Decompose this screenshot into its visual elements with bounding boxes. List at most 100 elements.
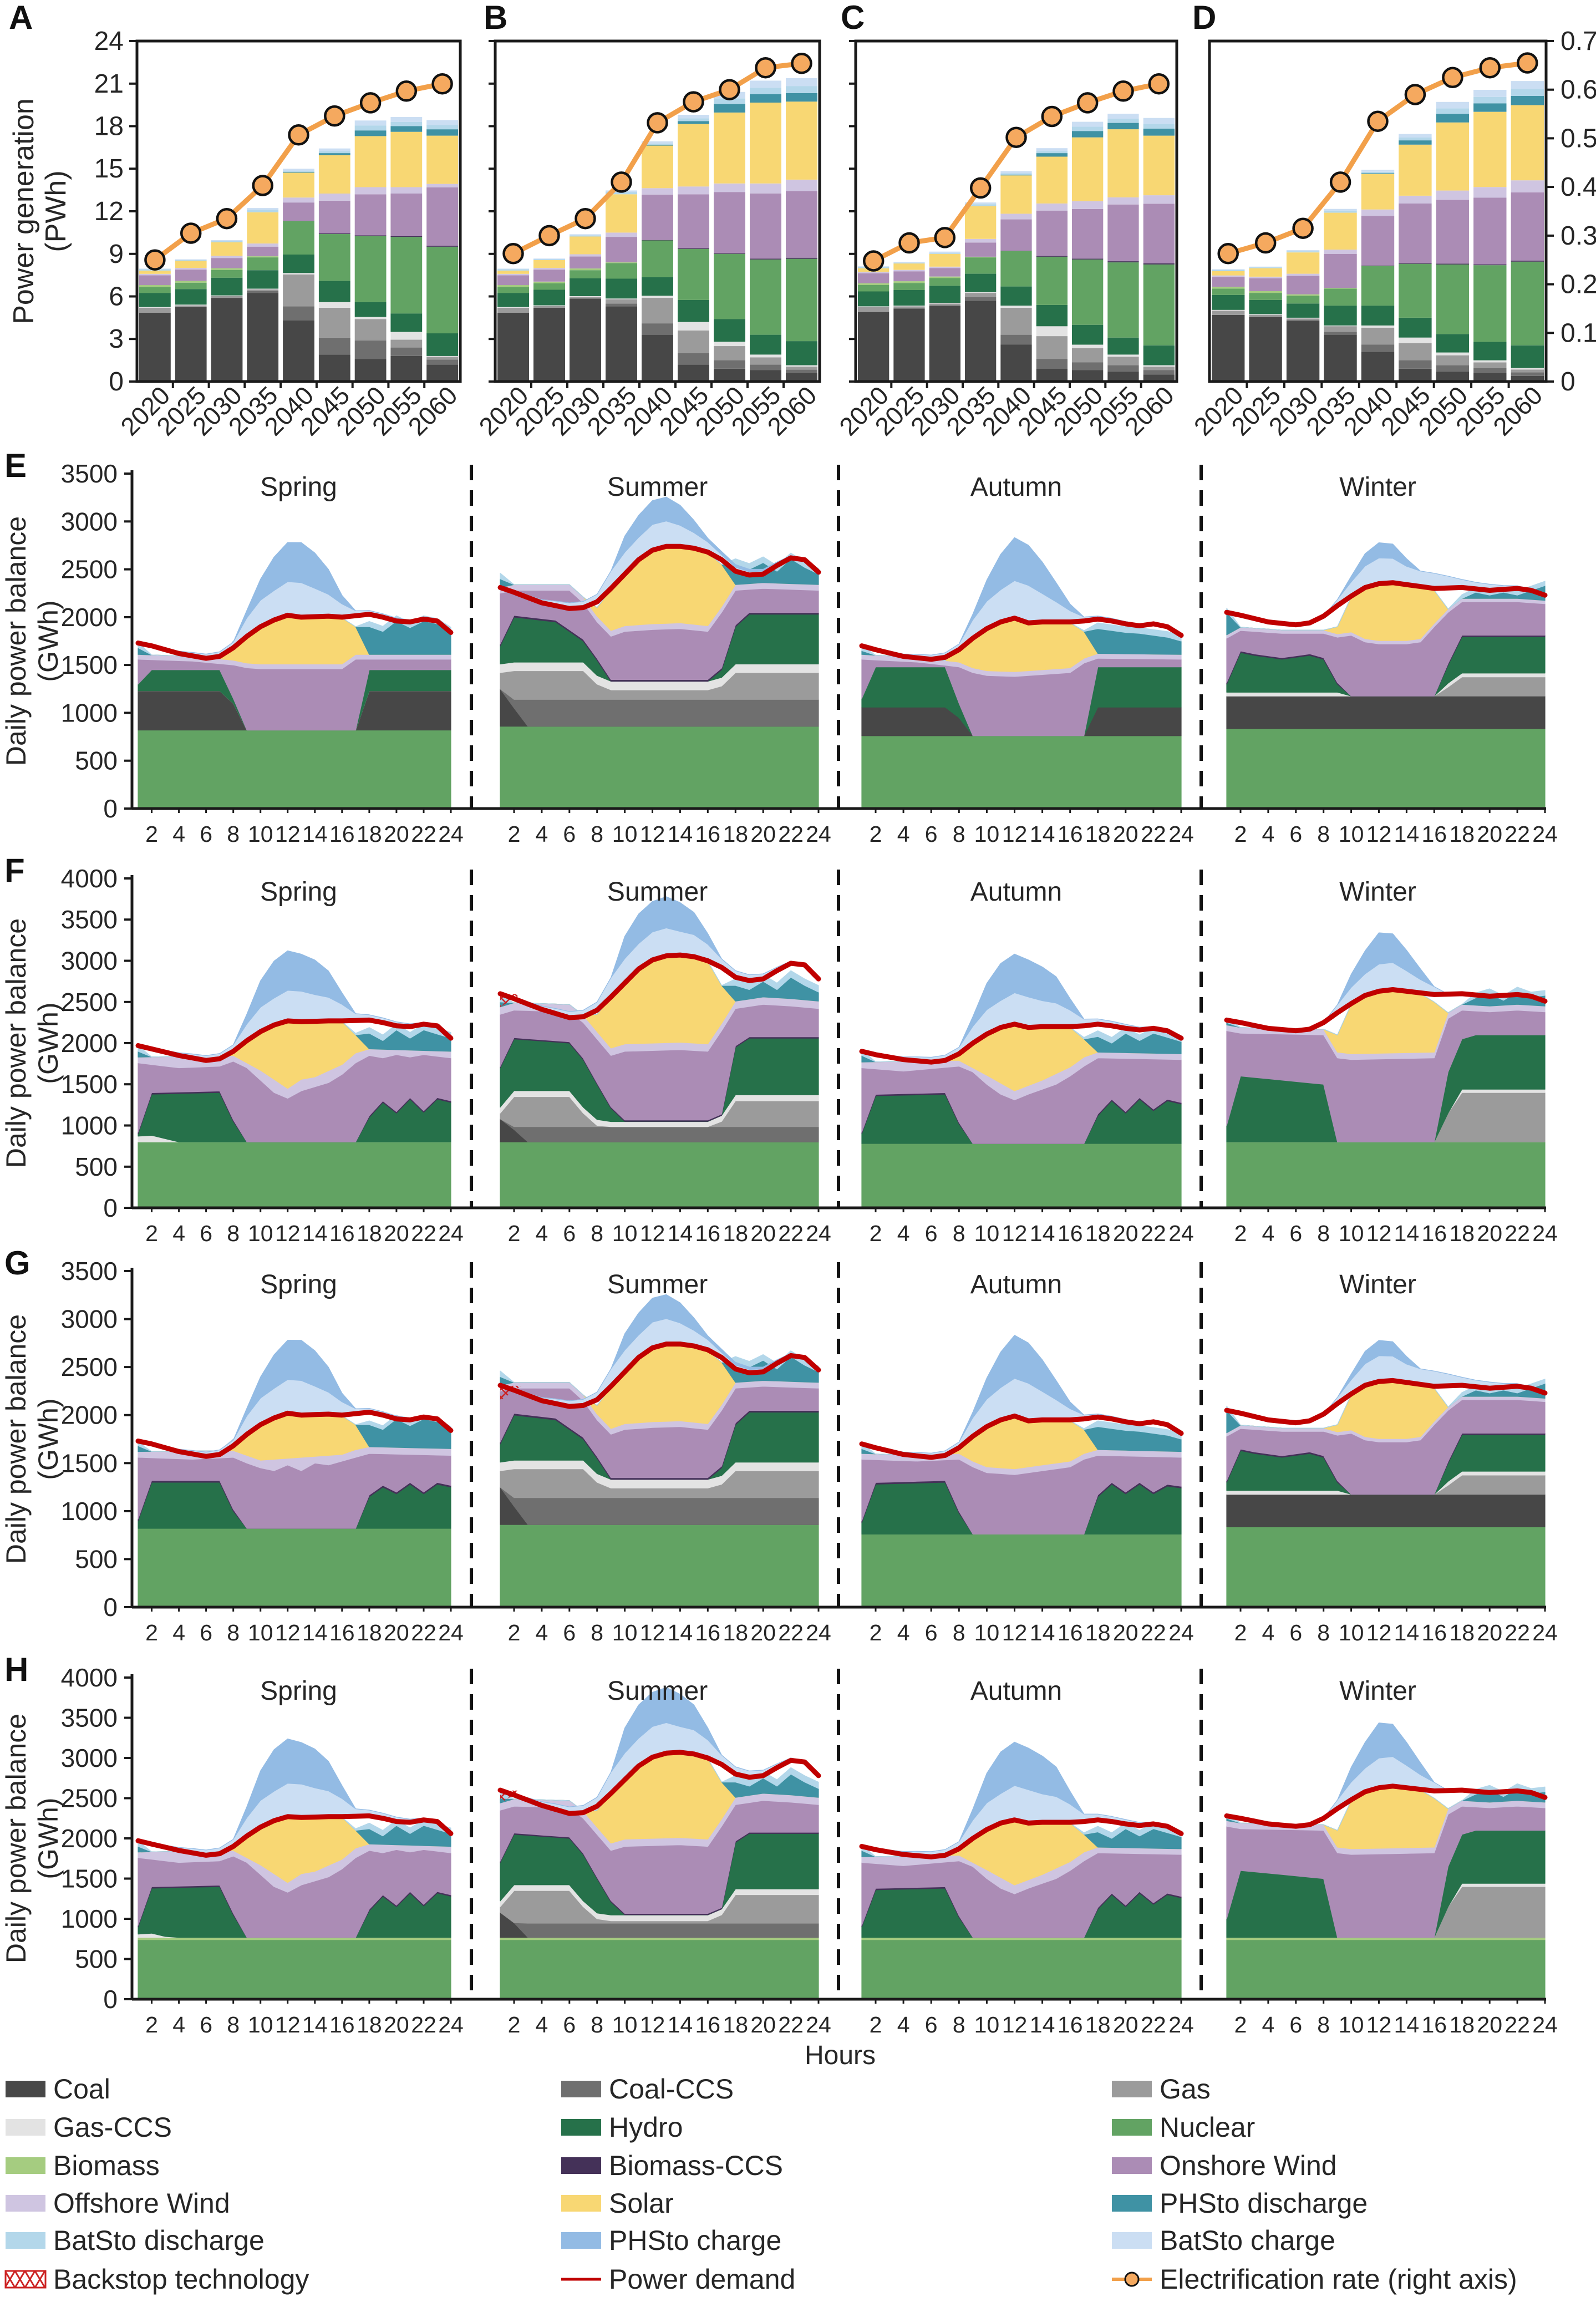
- svg-text:6: 6: [925, 821, 938, 847]
- svg-text:24: 24: [94, 27, 124, 56]
- svg-text:16: 16: [695, 1620, 720, 1645]
- svg-text:6: 6: [563, 2012, 576, 2037]
- svg-text:14: 14: [668, 1620, 693, 1645]
- svg-text:4: 4: [897, 1620, 910, 1645]
- svg-text:8: 8: [953, 1221, 965, 1246]
- svg-text:24: 24: [806, 1620, 831, 1645]
- svg-text:12: 12: [1002, 1221, 1028, 1246]
- svg-text:18: 18: [1085, 1620, 1111, 1645]
- svg-text:22: 22: [1141, 1221, 1166, 1246]
- svg-text:10: 10: [612, 1620, 638, 1645]
- svg-text:F: F: [4, 852, 25, 889]
- svg-text:3000: 3000: [61, 1305, 118, 1334]
- svg-text:1000: 1000: [61, 1904, 118, 1933]
- svg-text:20: 20: [1477, 1221, 1502, 1246]
- svg-text:14: 14: [1394, 1221, 1420, 1246]
- svg-text:14: 14: [1030, 1620, 1055, 1645]
- svg-text:14: 14: [1030, 821, 1055, 847]
- svg-text:16: 16: [1421, 2012, 1447, 2037]
- svg-text:4000: 4000: [61, 1663, 118, 1692]
- svg-text:0: 0: [103, 1985, 118, 2014]
- svg-text:14: 14: [1394, 1620, 1420, 1645]
- svg-text:10: 10: [1339, 2012, 1364, 2037]
- svg-text:22: 22: [778, 1620, 804, 1645]
- svg-text:22: 22: [778, 2012, 804, 2037]
- svg-text:20: 20: [1477, 1620, 1502, 1645]
- svg-text:PHSto charge: PHSto charge: [609, 2225, 781, 2256]
- svg-text:10: 10: [248, 1620, 273, 1645]
- svg-text:1000: 1000: [61, 698, 118, 727]
- svg-text:Biomass-CCS: Biomass-CCS: [609, 2150, 783, 2181]
- svg-text:Power demand: Power demand: [609, 2264, 795, 2295]
- svg-text:4: 4: [535, 2012, 548, 2037]
- svg-text:(GWh): (GWh): [33, 600, 64, 682]
- svg-text:6: 6: [925, 2012, 938, 2037]
- svg-text:20: 20: [1113, 1221, 1138, 1246]
- svg-text:16: 16: [1058, 2012, 1083, 2037]
- svg-text:10: 10: [974, 1221, 1000, 1246]
- svg-text:2: 2: [145, 821, 158, 847]
- svg-text:18: 18: [1449, 2012, 1475, 2037]
- svg-text:2: 2: [508, 2012, 521, 2037]
- svg-text:Solar: Solar: [609, 2188, 674, 2219]
- svg-text:22: 22: [1141, 2012, 1166, 2037]
- svg-text:10: 10: [974, 2012, 1000, 2037]
- svg-text:Daily power balance: Daily power balance: [1, 1314, 32, 1564]
- svg-text:Offshore Wind: Offshore Wind: [53, 2188, 230, 2219]
- svg-text:G: G: [4, 1244, 31, 1282]
- svg-text:4: 4: [535, 1620, 548, 1645]
- svg-text:8: 8: [953, 1620, 965, 1645]
- svg-text:16: 16: [329, 2012, 355, 2037]
- svg-text:Summer: Summer: [607, 1676, 708, 1706]
- svg-text:24: 24: [438, 1620, 464, 1645]
- svg-text:4: 4: [172, 2012, 185, 2037]
- svg-text:16: 16: [695, 2012, 720, 2037]
- svg-text:2500: 2500: [61, 988, 118, 1017]
- svg-text:18: 18: [357, 2012, 382, 2037]
- svg-text:20: 20: [750, 1221, 776, 1246]
- svg-text:Backstop technology: Backstop technology: [53, 2264, 309, 2295]
- svg-text:18: 18: [357, 821, 382, 847]
- svg-text:9: 9: [109, 240, 124, 269]
- svg-text:3500: 3500: [61, 905, 118, 934]
- svg-text:6: 6: [109, 282, 124, 312]
- svg-text:(GWh): (GWh): [33, 1398, 64, 1480]
- svg-text:Gas: Gas: [1160, 2074, 1211, 2105]
- svg-text:18: 18: [1085, 1221, 1111, 1246]
- svg-text:4: 4: [1262, 2012, 1274, 2037]
- svg-text:(GWh): (GWh): [33, 1797, 64, 1879]
- svg-text:24: 24: [1532, 821, 1558, 847]
- svg-text:6: 6: [200, 1221, 212, 1246]
- svg-text:12: 12: [275, 2012, 301, 2037]
- svg-text:3: 3: [109, 324, 124, 354]
- svg-text:2: 2: [508, 1620, 521, 1645]
- svg-text:1500: 1500: [61, 651, 118, 679]
- svg-text:4: 4: [172, 1620, 185, 1645]
- svg-text:1000: 1000: [61, 1111, 118, 1140]
- svg-text:0.5: 0.5: [1561, 124, 1596, 153]
- svg-text:10: 10: [612, 821, 638, 847]
- svg-text:0.7: 0.7: [1561, 27, 1596, 56]
- svg-text:0.1: 0.1: [1561, 318, 1596, 348]
- svg-text:12: 12: [1002, 1620, 1028, 1645]
- svg-text:10: 10: [1339, 1620, 1364, 1645]
- svg-text:12: 12: [275, 1221, 301, 1246]
- svg-text:BatSto charge: BatSto charge: [1160, 2225, 1335, 2256]
- svg-text:22: 22: [1141, 821, 1166, 847]
- svg-text:12: 12: [275, 821, 301, 847]
- svg-text:18: 18: [1449, 821, 1475, 847]
- svg-text:C: C: [841, 0, 865, 36]
- svg-text:8: 8: [1317, 821, 1330, 847]
- svg-text:12: 12: [640, 2012, 665, 2037]
- svg-text:12: 12: [640, 821, 665, 847]
- svg-text:18: 18: [723, 2012, 748, 2037]
- svg-text:6: 6: [563, 1620, 576, 1645]
- svg-text:PHSto discharge: PHSto discharge: [1160, 2188, 1368, 2219]
- svg-text:2: 2: [1234, 821, 1247, 847]
- svg-text:2: 2: [870, 1620, 882, 1645]
- svg-text:20: 20: [1113, 821, 1138, 847]
- svg-text:2: 2: [1234, 1620, 1247, 1645]
- svg-text:22: 22: [411, 1620, 436, 1645]
- svg-text:18: 18: [723, 821, 748, 847]
- svg-text:6: 6: [1289, 2012, 1302, 2037]
